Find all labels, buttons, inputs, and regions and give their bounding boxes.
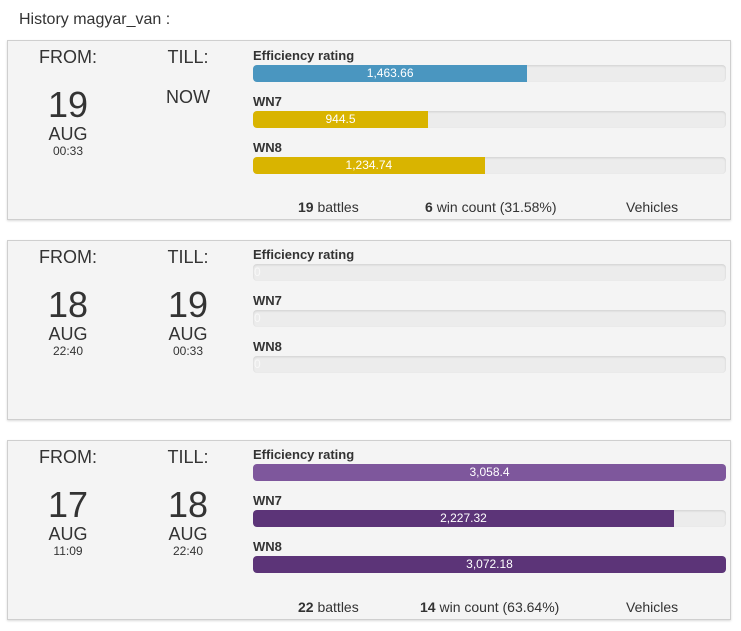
wn7-bar-fill: 2,227.32 (253, 510, 674, 527)
wn8-label: WN8 (253, 539, 282, 554)
till-day: 19 (167, 284, 209, 325)
wn7-label: WN7 (253, 94, 282, 109)
page-title: History magyar_van : (19, 11, 171, 28)
wn7-bar: 944.5 (253, 111, 726, 128)
wn8-bar: 0 (253, 356, 726, 373)
from-month: AUG (48, 324, 88, 344)
wn7-label: WN7 (253, 493, 282, 508)
from-label: FROM: (39, 447, 97, 467)
from-month: AUG (48, 524, 88, 544)
till-month: AUG (168, 324, 208, 344)
from-month: AUG (48, 124, 88, 144)
from-day: 19 (47, 84, 89, 125)
till-time: 22:40 (172, 544, 204, 558)
efficiency-value: 0 (254, 265, 261, 279)
wn8-label: WN8 (253, 140, 282, 155)
wn8-value: 0 (254, 357, 261, 371)
battles-count: 19 battles (298, 199, 359, 215)
battles-count: 22 battles (298, 599, 359, 615)
wn8-label: WN8 (253, 339, 282, 354)
wn7-bar-fill: 944.5 (253, 111, 428, 128)
from-day: 18 (47, 284, 89, 325)
efficiency-bar-fill: 3,058.4 (253, 464, 726, 481)
till-label: TILL: (167, 47, 209, 67)
efficiency-label: Efficiency rating (253, 447, 355, 462)
efficiency-bar-fill: 1,463.66 (253, 65, 528, 82)
win-count: 6 win count (31.58%) (425, 199, 557, 215)
wn8-bar-fill: 1,234.74 (253, 157, 485, 174)
efficiency-label: Efficiency rating (253, 247, 355, 262)
vehicles-link[interactable]: Vehicles (626, 599, 679, 615)
from-time: 11:09 (53, 544, 83, 558)
efficiency-bar: 0 (253, 264, 726, 281)
wn7-value: 0 (254, 311, 261, 325)
wn8-bar-fill: 3,072.18 (253, 556, 726, 573)
efficiency-bar: 1,463.66 (253, 65, 726, 82)
wn7-bar: 0 (253, 310, 726, 327)
history-card: FROM: 19 AUG 00:33 TILL: NOW Efficiency … (7, 40, 731, 220)
from-label: FROM: (39, 47, 97, 67)
vehicles-link[interactable]: Vehicles (626, 199, 679, 215)
till-label: TILL: (167, 447, 209, 467)
till-day: 18 (167, 484, 209, 525)
till-time: 00:33 (172, 344, 204, 358)
wn7-bar: 2,227.32 (253, 510, 726, 527)
wn7-label: WN7 (253, 293, 282, 308)
efficiency-label: Efficiency rating (253, 48, 355, 63)
till-now: NOW (166, 87, 210, 107)
win-count: 14 win count (63.64%) (420, 599, 560, 615)
efficiency-bar: 3,058.4 (253, 464, 726, 481)
wn8-bar: 1,234.74 (253, 157, 726, 174)
from-time: 00:33 (52, 144, 84, 158)
wn8-bar: 3,072.18 (253, 556, 726, 573)
from-label: FROM: (39, 247, 97, 267)
till-month: AUG (168, 524, 208, 544)
till-label: TILL: (167, 247, 209, 267)
history-card: FROM: 18 AUG 22:40 TILL: 19 AUG 00:33 Ef… (7, 240, 731, 420)
from-time: 22:40 (52, 344, 84, 358)
history-card: FROM: 17 AUG 11:09 TILL: 18 AUG 22:40 Ef… (7, 440, 731, 620)
from-day: 17 (47, 484, 89, 525)
